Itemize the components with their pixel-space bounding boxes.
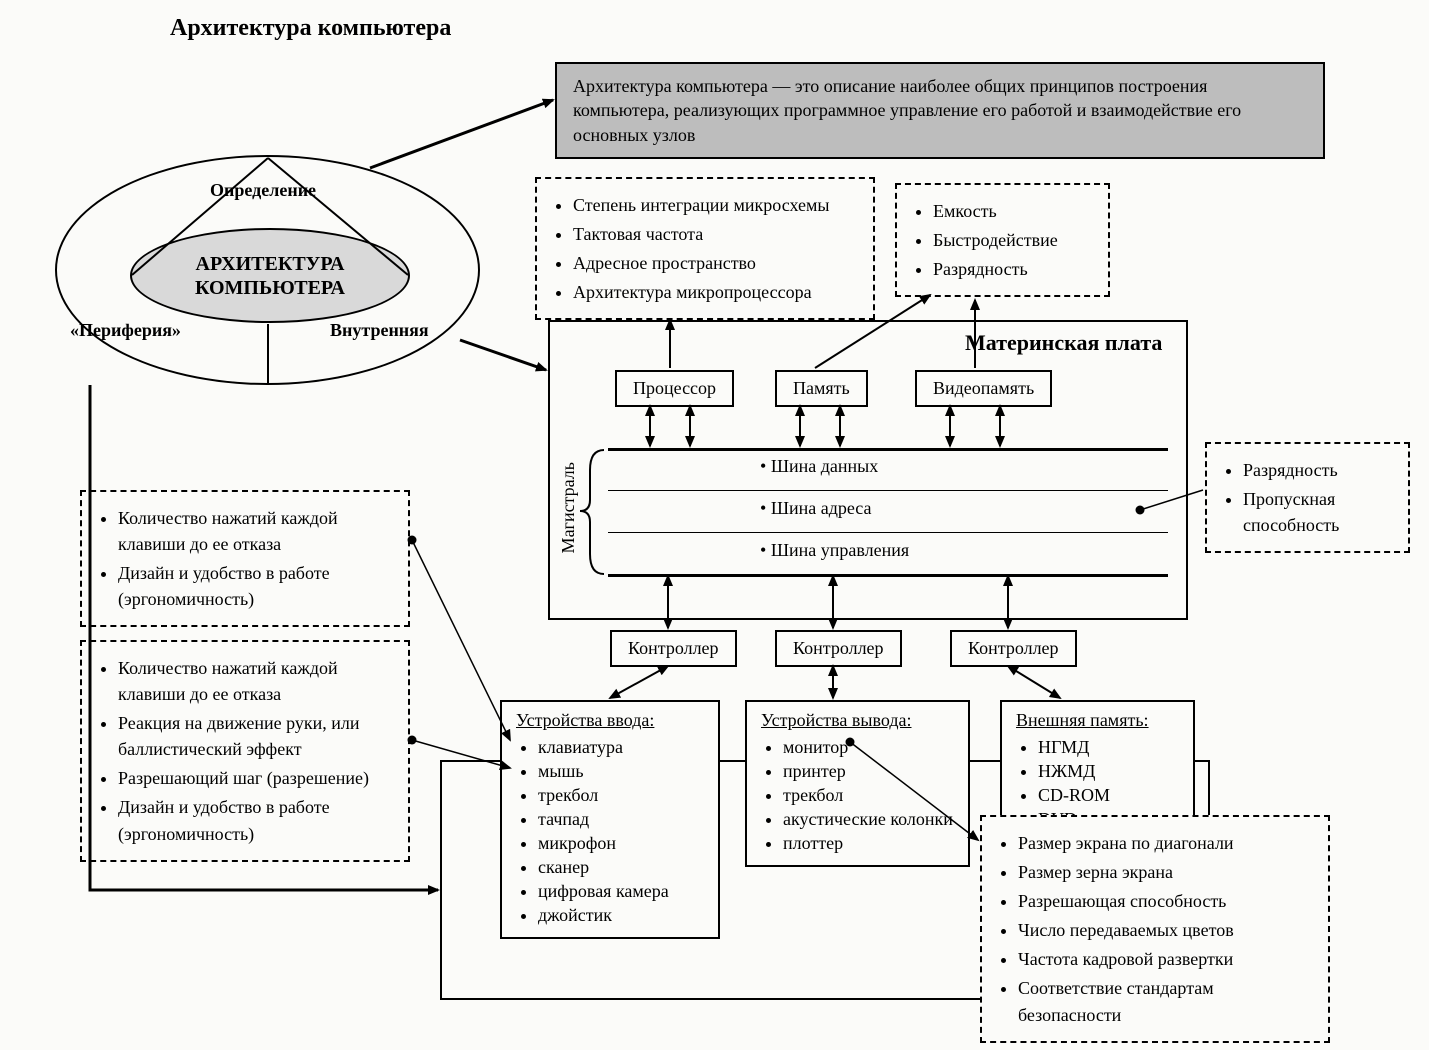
bus-border-top xyxy=(608,448,1168,451)
list-item: Количество нажатий каждой клавиши до ее … xyxy=(118,655,394,707)
input-devices-list: клавиатура мышь трекбол тачпад микрофон … xyxy=(516,737,704,926)
page-title: Архитектура компьютера xyxy=(170,15,451,42)
list-item: мышь xyxy=(538,761,704,782)
controller-node-1: Контроллер xyxy=(610,630,737,667)
ram-node: Память xyxy=(775,370,868,407)
list-item: Разрешающая способность xyxy=(1018,888,1314,914)
central-label: АРХИТЕКТУРА КОМПЬЮТЕРА xyxy=(132,252,408,300)
sector-top: Определение xyxy=(210,180,316,201)
bus-divider-1 xyxy=(608,490,1168,491)
mouse-props-box: Количество нажатий каждой клавиши до ее … xyxy=(80,640,410,862)
list-item: Размер экрана по диагонали xyxy=(1018,830,1314,856)
list-item: Частота кадровой развертки xyxy=(1018,946,1314,972)
bus-group-label: Магистраль xyxy=(558,462,579,553)
list-item: акустические колонки xyxy=(783,809,954,830)
list-item: Пропускная способность xyxy=(1243,486,1394,538)
mem-props-box: Емкость Быстродействие Разрядность xyxy=(895,183,1110,297)
list-item: Быстродействие xyxy=(933,227,1094,253)
list-item: НГМД xyxy=(1038,737,1179,758)
bus-props-list: Разрядность Пропускная способность xyxy=(1221,457,1394,538)
sector-left: «Периферия» xyxy=(70,320,181,341)
list-item: Архитектура микропроцессора xyxy=(573,279,859,305)
output-devices-box: Устройства вывода: монитор принтер трекб… xyxy=(745,700,970,867)
list-item: принтер xyxy=(783,761,954,782)
list-item: Число передаваемых цветов xyxy=(1018,917,1314,943)
definition-box: Архитектура компьютера — это описание на… xyxy=(555,62,1325,159)
list-item: Дизайн и удобство в работе (эргономичнос… xyxy=(118,794,394,846)
bus-border-bottom xyxy=(608,574,1168,577)
list-item: микрофон xyxy=(538,833,704,854)
list-item: Реакция на движение руки, или баллистиче… xyxy=(118,710,394,762)
output-devices-list: монитор принтер трекбол акустические кол… xyxy=(761,737,954,854)
cpu-props-list: Степень интеграции микросхемы Тактовая ч… xyxy=(551,192,859,305)
controller-node-2: Контроллер xyxy=(775,630,902,667)
list-item: Дизайн и удобство в работе (эргономичнос… xyxy=(118,560,394,612)
bus-addr: Шина адреса xyxy=(760,498,872,519)
list-item: Разрешающий шаг (разрешение) xyxy=(118,765,394,791)
sector-right: Внутренняя xyxy=(330,320,429,341)
list-item: Соответствие стандартам безопасности xyxy=(1018,975,1314,1027)
list-item: Емкость xyxy=(933,198,1094,224)
monitor-props-box: Размер экрана по диагонали Размер зерна … xyxy=(980,815,1330,1043)
bus-data: Шина данных xyxy=(760,456,878,477)
input-devices-title: Устройства ввода: xyxy=(516,710,704,731)
list-item: цифровая камера xyxy=(538,881,704,902)
input-devices-box: Устройства ввода: клавиатура мышь трекбо… xyxy=(500,700,720,939)
motherboard-title: Материнская плата xyxy=(965,330,1162,356)
list-item: трекбол xyxy=(538,785,704,806)
list-item: джойстик xyxy=(538,905,704,926)
controller-node-3: Контроллер xyxy=(950,630,1077,667)
list-item: CD-ROM xyxy=(1038,785,1179,806)
list-item: Размер зерна экрана xyxy=(1018,859,1314,885)
list-item: плоттер xyxy=(783,833,954,854)
vram-node: Видеопамять xyxy=(915,370,1052,407)
cpu-props-box: Степень интеграции микросхемы Тактовая ч… xyxy=(535,177,875,320)
list-item: Адресное пространство xyxy=(573,250,859,276)
monitor-props-list: Размер экрана по диагонали Размер зерна … xyxy=(996,830,1314,1028)
list-item: Количество нажатий каждой клавиши до ее … xyxy=(118,505,394,557)
list-item: НЖМД xyxy=(1038,761,1179,782)
bus-divider-2 xyxy=(608,532,1168,533)
cpu-node: Процессор xyxy=(615,370,734,407)
list-item: сканер xyxy=(538,857,704,878)
output-devices-title: Устройства вывода: xyxy=(761,710,954,731)
mem-props-list: Емкость Быстродействие Разрядность xyxy=(911,198,1094,282)
list-item: монитор xyxy=(783,737,954,758)
list-item: Разрядность xyxy=(1243,457,1394,483)
list-item: Степень интеграции микросхемы xyxy=(573,192,859,218)
definition-text: Архитектура компьютера — это описание на… xyxy=(573,76,1241,145)
mouse-props-list: Количество нажатий каждой клавиши до ее … xyxy=(96,655,394,847)
list-item: клавиатура xyxy=(538,737,704,758)
bus-props-box: Разрядность Пропускная способность xyxy=(1205,442,1410,553)
extmem-title: Внешняя память: xyxy=(1016,710,1179,731)
list-item: Разрядность xyxy=(933,256,1094,282)
keyboard-props-list: Количество нажатий каждой клавиши до ее … xyxy=(96,505,394,612)
list-item: тачпад xyxy=(538,809,704,830)
central-ellipse-inner: АРХИТЕКТУРА КОМПЬЮТЕРА xyxy=(130,228,410,323)
bus-ctrl: Шина управления xyxy=(760,540,909,561)
list-item: трекбол xyxy=(783,785,954,806)
keyboard-props-box: Количество нажатий каждой клавиши до ее … xyxy=(80,490,410,627)
list-item: Тактовая частота xyxy=(573,221,859,247)
